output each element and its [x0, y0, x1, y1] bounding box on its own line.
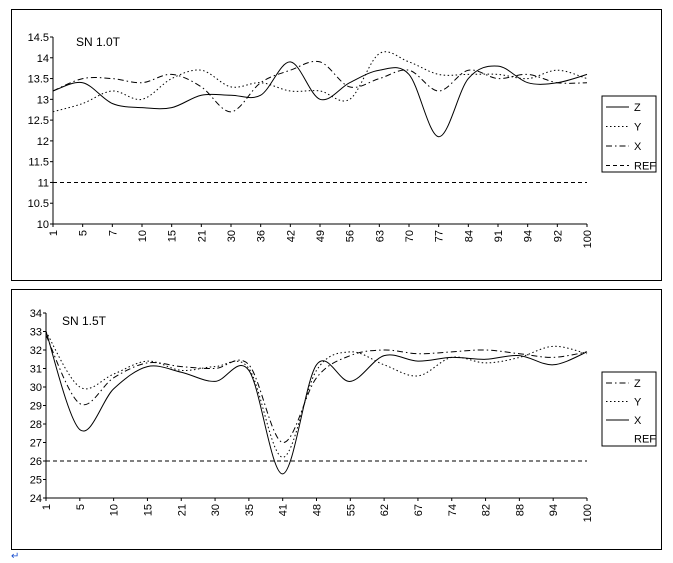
- y-tick-label: 26: [30, 456, 42, 468]
- x-tick-label: 84: [463, 230, 475, 242]
- y-tick-label: 14: [37, 53, 49, 65]
- x-tick-label: 1: [41, 504, 53, 510]
- y-tick-label: 11: [38, 177, 49, 189]
- chart-title: SN 1.0T: [76, 35, 121, 49]
- x-tick-label: 74: [447, 504, 459, 516]
- chart-panel-sn-1-5t: SN 1.5T 34 33 32 31 30 29 28 27 26 25 24 1 5 10 15 21 30 3…: [11, 289, 662, 550]
- x-tick-label: 21: [176, 504, 188, 516]
- x-tick-label: 77: [434, 230, 446, 242]
- legend-label-ref: REF: [634, 434, 656, 446]
- y-tick-label: 29: [30, 401, 42, 413]
- series-line-y: [45, 331, 588, 458]
- x-tick-label: 5: [75, 504, 87, 510]
- x-tick-label: 10: [109, 504, 121, 516]
- series-line-x: [52, 60, 588, 113]
- x-tick-label: 88: [514, 504, 526, 516]
- legend-label-ref: REF: [634, 161, 656, 173]
- x-tick-label: 15: [167, 230, 179, 242]
- series-line-z: [52, 61, 588, 138]
- x-tick-label: 7: [107, 230, 119, 236]
- y-tick-label: 25: [30, 475, 42, 487]
- x-tick-label: 100: [582, 230, 594, 248]
- x-tick-label: 10: [137, 230, 149, 242]
- x-tick-label: 49: [315, 230, 327, 242]
- y-tick-label: 12.5: [28, 115, 49, 127]
- x-tick-label: 55: [345, 504, 357, 516]
- x-tick-label: 30: [226, 230, 238, 242]
- x-tick-label: 82: [481, 504, 493, 516]
- x-tick-label: 30: [210, 504, 222, 516]
- y-tick-label: 13.5: [28, 74, 49, 86]
- x-tick-label: 48: [312, 504, 324, 516]
- y-tick-label: 10: [37, 219, 49, 231]
- x-tick-label: 1: [48, 230, 60, 236]
- y-tick-label: 13: [37, 94, 49, 106]
- y-tick-label: 24: [30, 493, 42, 505]
- x-tick-label: 36: [256, 230, 268, 242]
- y-tick-label: 12: [37, 136, 49, 148]
- legend-label-y: Y: [634, 122, 642, 134]
- x-tick-label: 94: [523, 230, 535, 242]
- y-tick-label: 34: [30, 308, 42, 320]
- series-line-z: [45, 334, 588, 443]
- y-tick-label: 11.5: [28, 157, 49, 169]
- legend-box: [601, 95, 657, 173]
- y-tick-label: 30: [30, 382, 42, 394]
- legend-label-y: Y: [634, 397, 642, 409]
- legend-label-z: Z: [634, 102, 641, 114]
- y-tick-label: 31: [30, 364, 42, 376]
- y-tick-label: 27: [30, 438, 42, 450]
- y-tick-label: 28: [30, 419, 42, 431]
- x-tick-label: 42: [285, 230, 297, 242]
- x-tick-label: 67: [413, 504, 425, 516]
- chart-panel-sn-1-0t: SN 1.0T 14.5 14 13.5 13 12.5 12 11.5 11 10.5 10 1 5 7…: [11, 9, 662, 281]
- x-tick-label: 21: [196, 230, 208, 242]
- x-tick-label: 41: [278, 504, 290, 516]
- legend-label-z: Z: [634, 378, 641, 390]
- x-tick-label: 56: [345, 230, 357, 242]
- x-tick-label: 15: [142, 504, 154, 516]
- y-tick-label: 10.5: [28, 198, 49, 210]
- x-tick-label: 100: [582, 504, 594, 522]
- legend-box: [601, 371, 657, 447]
- x-tick-label: 94: [548, 504, 560, 516]
- x-tick-label: 70: [404, 230, 416, 242]
- legend-label-x: X: [634, 141, 642, 153]
- y-tick-label: 32: [30, 345, 42, 357]
- y-tick-label: 14.5: [28, 32, 49, 44]
- x-tick-label: 62: [379, 504, 391, 516]
- x-tick-label: 63: [374, 230, 386, 242]
- x-tick-label: 5: [78, 230, 90, 236]
- x-tick-label: 92: [552, 230, 564, 242]
- legend-label-x: X: [634, 415, 642, 427]
- x-tick-label: 91: [493, 230, 505, 242]
- y-tick-label: 33: [30, 327, 42, 339]
- chart-title: SN 1.5T: [62, 314, 107, 328]
- text-cursor-mark: ↵: [11, 551, 20, 562]
- series-line-x: [45, 331, 588, 475]
- x-tick-label: 35: [244, 504, 256, 516]
